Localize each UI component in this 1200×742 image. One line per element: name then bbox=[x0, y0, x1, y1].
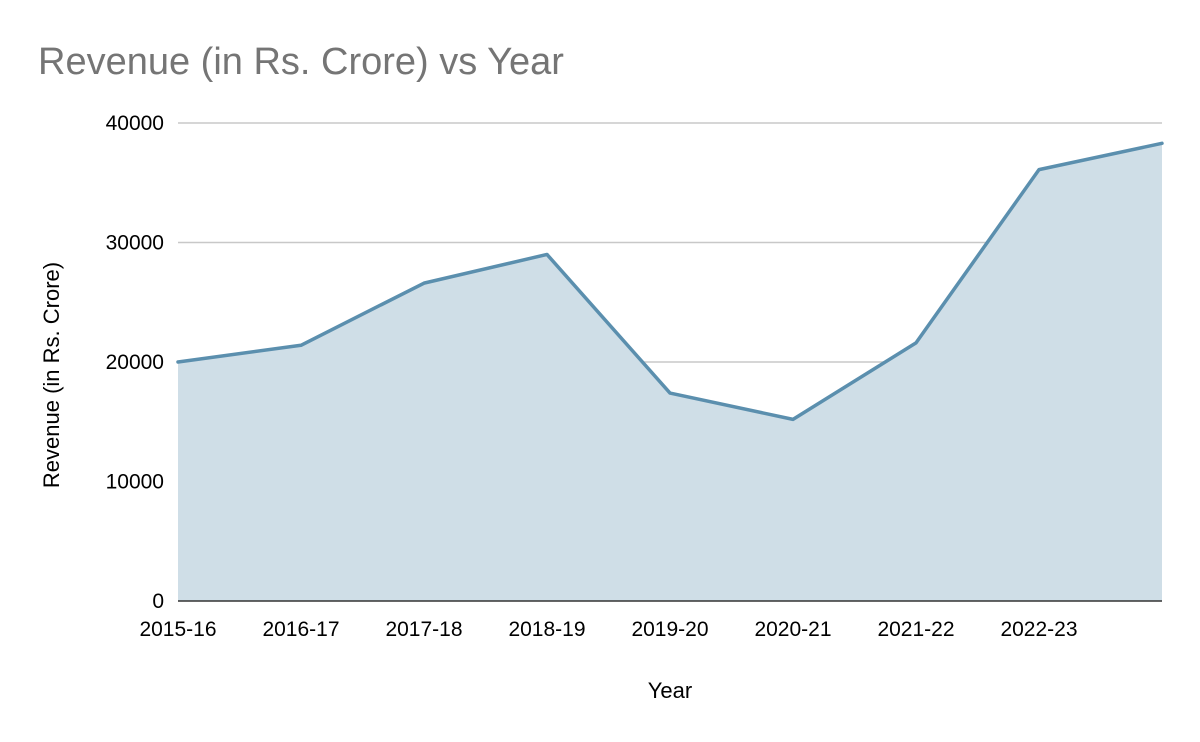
x-tick-label: 2022-23 bbox=[1000, 618, 1077, 641]
x-tick-label: 2016-17 bbox=[262, 618, 339, 641]
x-tick-label: 2015-16 bbox=[139, 618, 216, 641]
area-series bbox=[176, 141, 1164, 602]
x-tick-label: 2017-18 bbox=[385, 618, 462, 641]
y-tick-label: 0 bbox=[152, 590, 164, 613]
y-tick-label: 10000 bbox=[106, 471, 164, 494]
y-axis-label: Revenue (in Rs. Crore) bbox=[39, 262, 64, 488]
x-tick-label: 2018-19 bbox=[508, 618, 585, 641]
y-tick-label: 30000 bbox=[106, 232, 164, 255]
y-tick-label: 40000 bbox=[106, 112, 164, 135]
area-fill bbox=[178, 143, 1162, 601]
y-axis-ticks: 0 10000 20000 30000 40000 bbox=[106, 112, 164, 613]
x-axis-ticks: 2015-16 2016-17 2017-18 2018-19 2019-20 2020-… bbox=[139, 618, 1077, 641]
chart-title: Revenue (in Rs. Crore) vs Year bbox=[38, 41, 564, 83]
y-tick-label: 20000 bbox=[106, 351, 164, 374]
x-axis-label: Year bbox=[648, 678, 692, 703]
x-tick-label: 2019-20 bbox=[631, 618, 708, 641]
x-tick-label: 2020-21 bbox=[754, 618, 831, 641]
x-tick-label: 2021-22 bbox=[877, 618, 954, 641]
